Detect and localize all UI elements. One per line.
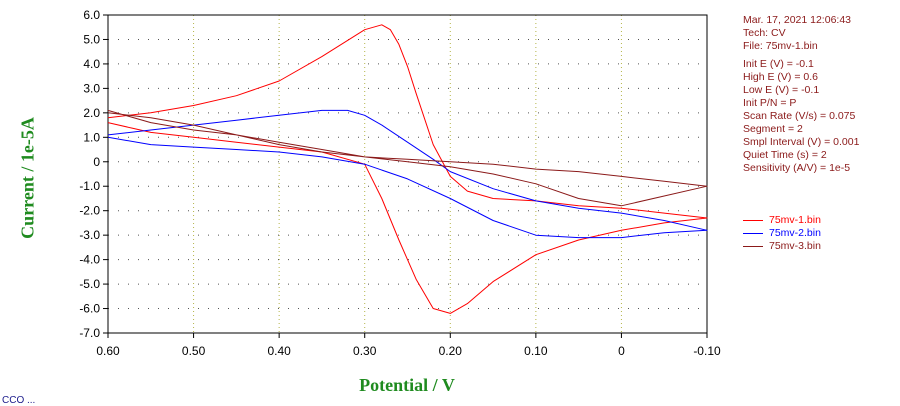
info-param: Init P/N = P: [743, 97, 797, 109]
info-param: Scan Rate (V/s) = 0.075: [743, 110, 856, 122]
x-tick-label: 0.20: [439, 344, 463, 358]
info-param: Quiet Time (s) = 2: [743, 149, 827, 161]
legend-label: 75mv-3.bin: [769, 240, 821, 252]
info-param: Segment = 2: [743, 123, 803, 135]
y-tick-label: -4.0: [79, 253, 100, 267]
legend-label: 75mv-1.bin: [769, 214, 821, 226]
x-tick-label: 0: [618, 344, 625, 358]
legend-item: 75mv-2.bin: [743, 227, 821, 240]
info-param: Init E (V) = -0.1: [743, 58, 814, 70]
x-tick-label: 0.40: [267, 344, 291, 358]
legend-item: 75mv-3.bin: [743, 240, 821, 253]
footer-text: CCO ...: [2, 395, 36, 406]
experiment-info: Mar. 17, 2021 12:06:43 Tech: CV File: 75…: [743, 14, 859, 175]
info-tech: Tech: CV: [743, 27, 786, 39]
info-param: Sensitivity (A/V) = 1e-5: [743, 162, 851, 174]
legend: 75mv-1.bin 75mv-2.bin 75mv-3.bin: [743, 214, 821, 253]
y-tick-label: 2.0: [83, 106, 100, 120]
x-tick-label: 0.50: [182, 344, 206, 358]
x-tick-label: 0.60: [96, 344, 120, 358]
x-axis-label: Potential / V: [359, 375, 455, 395]
y-tick-label: 1.0: [83, 130, 100, 144]
y-tick-label: 5.0: [83, 32, 100, 46]
y-tick-label: 6.0: [83, 8, 100, 22]
x-tick-label: 0.10: [524, 344, 548, 358]
y-tick-label: -2.0: [79, 204, 100, 218]
plot-frame: [107, 14, 708, 334]
x-tick-label: 0.30: [353, 344, 377, 358]
legend-swatch: [743, 233, 763, 234]
legend-swatch: [743, 246, 763, 247]
y-tick-label: -1.0: [79, 179, 100, 193]
y-tick-label: -7.0: [79, 326, 100, 340]
y-tick-label: -6.0: [79, 302, 100, 316]
legend-item: 75mv-1.bin: [743, 214, 821, 227]
series-line: [107, 109, 708, 239]
legend-swatch: [743, 220, 763, 221]
y-axis-label: Current / 1e-5A: [17, 117, 38, 239]
info-param: High E (V) = 0.6: [743, 71, 818, 83]
info-param: Low E (V) = -0.1: [743, 84, 820, 96]
y-tick-label: 4.0: [83, 57, 100, 71]
y-tick-label: 0: [93, 155, 100, 169]
y-tick-label: -5.0: [79, 277, 100, 291]
y-tick-label: -3.0: [79, 228, 100, 242]
y-tick-label: 3.0: [83, 81, 100, 95]
info-datetime: Mar. 17, 2021 12:06:43: [743, 14, 851, 26]
series-line: [107, 24, 708, 314]
legend-label: 75mv-2.bin: [769, 227, 821, 239]
x-tick-label: -0.10: [693, 344, 721, 358]
series-line: [107, 109, 708, 207]
info-param: Smpl Interval (V) = 0.001: [743, 136, 860, 148]
info-file: File: 75mv-1.bin: [743, 40, 818, 52]
